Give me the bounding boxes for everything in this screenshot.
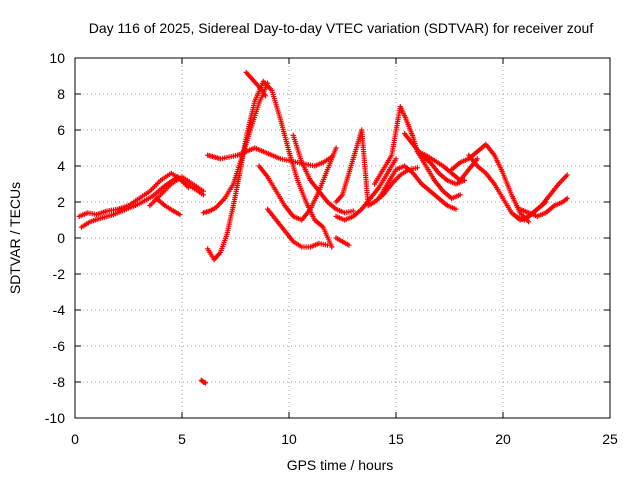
series-sat-r [414, 149, 480, 183]
y-tick-label: 2 [57, 194, 65, 210]
series-sat-j [265, 206, 331, 250]
series-sat-q [401, 131, 468, 187]
y-tick-label: -2 [53, 266, 66, 282]
y-tick-label: 0 [57, 230, 65, 246]
series-sat-p [376, 163, 459, 212]
data-point [457, 192, 463, 198]
series-sat-e [205, 145, 335, 169]
data-point [453, 206, 459, 212]
data-point [564, 195, 570, 201]
data-point [202, 380, 209, 386]
x-tick-label: 5 [178, 431, 186, 447]
x-tick-label: 25 [602, 431, 618, 447]
data-point [414, 165, 420, 171]
y-tick-label: -8 [53, 374, 66, 390]
data-point [350, 208, 356, 214]
series-outlier [198, 377, 209, 386]
series-sat-v [517, 195, 570, 219]
y-tick-labels: -10 -8 -6 -4 -2 0 2 4 6 8 10 [45, 50, 65, 426]
series-sat-k [290, 132, 356, 216]
chart-title: Day 116 of 2025, Sidereal Day-to-day VTE… [89, 20, 594, 36]
data-point [526, 219, 532, 225]
x-tick-label: 15 [388, 431, 404, 447]
grid-lines [75, 58, 610, 418]
y-tick-label: -4 [53, 302, 66, 318]
data-point [185, 185, 192, 191]
x-axis-label: GPS time / hours [287, 457, 394, 473]
data-point [346, 242, 352, 248]
series-sat-d [153, 195, 183, 218]
series-sat-m [333, 156, 399, 223]
axis-ticks [74, 57, 611, 419]
series-sat-c [147, 174, 206, 209]
series-sat-i [256, 145, 339, 223]
y-tick-label: 6 [57, 122, 65, 138]
y-tick-label: -6 [53, 338, 66, 354]
data-point [333, 145, 339, 151]
y-tick-label: 10 [49, 50, 65, 66]
x-tick-label: 20 [495, 431, 511, 447]
data-point [564, 172, 570, 178]
series-sat-n [333, 235, 352, 248]
data-point [262, 93, 269, 99]
data-point [393, 156, 399, 162]
x-tick-labels: 0 5 10 15 20 25 [71, 431, 618, 447]
data-point [329, 244, 335, 250]
data-point [177, 212, 183, 218]
data-points [76, 69, 570, 386]
y-axis-label: SDTVAR / TECUs [7, 182, 23, 294]
y-tick-label: 4 [57, 158, 65, 174]
series-sat-h [243, 69, 269, 99]
y-tick-label: -10 [45, 410, 65, 426]
data-point [324, 242, 331, 248]
data-point [474, 156, 480, 162]
x-tick-label: 10 [281, 431, 297, 447]
x-tick-label: 0 [71, 431, 79, 447]
y-tick-label: 8 [57, 86, 65, 102]
series-sat-u [513, 172, 570, 223]
data-point [200, 188, 206, 194]
